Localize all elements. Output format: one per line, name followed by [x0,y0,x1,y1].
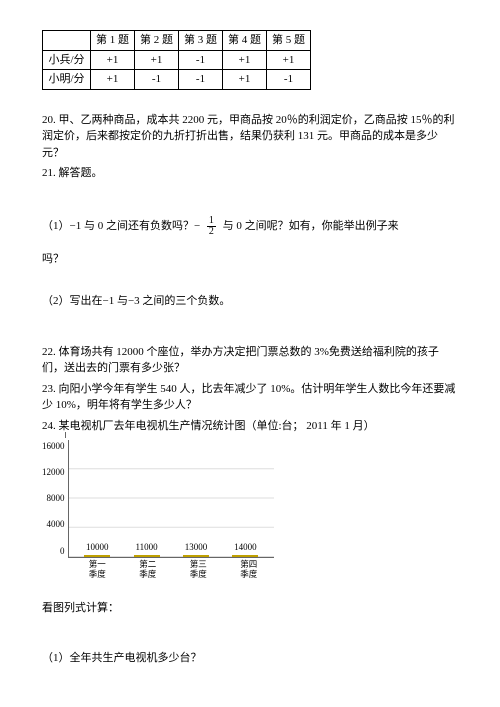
question-24-1: （1）全年共生产电视机多少台？ [42,650,458,667]
q21-1-part-c: 吗？ [42,251,458,268]
y-tick: 4000 [47,518,65,532]
x-label: 第四季度 [232,560,266,580]
y-tick: 12000 [42,466,65,480]
question-21-1: （1）−1 与 0 之间还有负数吗？− 1 2 与 0 之间呢？如有，你能举出例… [42,216,458,237]
x-label: 第二季度 [131,560,165,580]
q21-1-part-a: （1）−1 与 0 之间还有负数吗？− [42,220,200,232]
question-22: 22. 体育场共有 12000 个座位，举办方决定把门票总数的 3%免费送给福利… [42,344,458,377]
question-23: 23. 向阳小学今年有学生 540 人，比去年减少了 10%。估计明年学生人数比… [42,381,458,414]
cell: +1 [267,50,311,70]
th-q4: 第 4 题 [223,31,267,51]
cell: +1 [223,50,267,70]
cell: +1 [91,70,135,90]
th-q2: 第 2 题 [135,31,179,51]
table-row: 小明/分 +1 -1 -1 +1 -1 [43,70,311,90]
question-21-2: （2）写出在−1 与−3 之间的三个负数。 [42,293,458,310]
row-label: 小明/分 [43,70,91,90]
bar-value-label: 10000 [86,541,109,555]
cell: -1 [179,50,223,70]
bar-column: 13000 [179,541,213,558]
cell: -1 [135,70,179,90]
bar-value-label: 11000 [135,541,157,555]
row-label: 小兵/分 [43,50,91,70]
bar-column: 11000 [130,541,164,558]
cell: +1 [135,50,179,70]
bar-chart: 16000 12000 8000 4000 0 1000011000130001… [42,440,274,580]
table-header-row: 第 1 题 第 2 题 第 3 题 第 4 题 第 5 题 [43,31,311,51]
fraction-half: 1 2 [207,216,216,237]
th-q1: 第 1 题 [91,31,135,51]
bar [134,555,160,557]
cell: +1 [91,50,135,70]
bar [183,555,209,557]
bar-value-label: 14000 [234,541,257,555]
cell: +1 [223,70,267,90]
plot-area: 10000 11000 13000 14000 [68,440,275,558]
y-tick: 0 [60,545,65,559]
th-blank [43,31,91,51]
score-table: 第 1 题 第 2 题 第 3 题 第 4 题 第 5 题 小兵/分 +1 +1… [42,30,311,90]
y-tick: 16000 [42,440,65,454]
question-24: 24. 某电视机厂去年电视机生产情况统计图（单位:台； 2011 年 1 月） [42,418,458,435]
question-21: 21. 解答题。 [42,165,458,182]
bar [84,555,110,557]
y-axis: 16000 12000 8000 4000 0 [42,440,68,558]
chart-instruction: 看图列式计算： [42,600,458,617]
chart-area: 16000 12000 8000 4000 0 1000011000130001… [42,440,274,558]
q21-1-part-b: 与 0 之间呢？如有，你能举出例子来 [223,220,399,232]
bar-column: 10000 [80,541,114,558]
x-axis-labels: 第一季度第二季度第三季度第四季度 [42,560,274,580]
axis-cap [65,432,71,438]
x-label: 第一季度 [80,560,114,580]
y-tick: 8000 [47,492,65,506]
question-20: 20. 甲、乙两种商品，成本共 2200 元，甲商品按 20％的利润定价，乙商品… [42,112,458,162]
table-row: 小兵/分 +1 +1 -1 +1 +1 [43,50,311,70]
cell: -1 [179,70,223,90]
bar-column: 14000 [228,541,262,558]
cell: -1 [267,70,311,90]
fraction-denominator: 2 [207,227,216,237]
th-q3: 第 3 题 [179,31,223,51]
th-q5: 第 5 题 [267,31,311,51]
bar-value-label: 13000 [185,541,208,555]
fraction-numerator: 1 [207,216,216,227]
bar [232,555,258,557]
x-label: 第三季度 [181,560,215,580]
